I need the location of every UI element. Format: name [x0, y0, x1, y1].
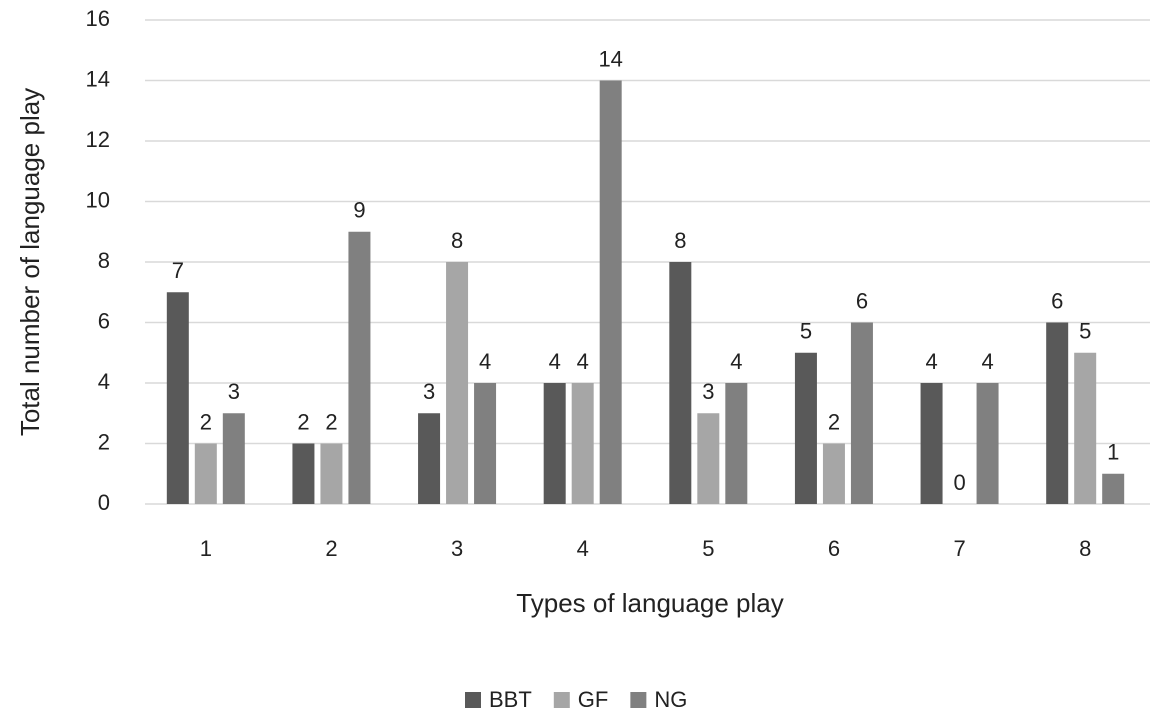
data-label: 3	[702, 379, 714, 404]
y-tick-label: 14	[86, 66, 110, 91]
data-label: 4	[577, 349, 589, 374]
bar	[822, 443, 845, 504]
data-label: 0	[953, 470, 965, 495]
data-label: 3	[423, 379, 435, 404]
y-axis-title: Total number of language play	[15, 88, 45, 436]
x-tick-label: 8	[1079, 536, 1091, 561]
bar	[697, 413, 720, 504]
x-axis-title: Types of language play	[516, 588, 783, 618]
x-tick-label: 5	[702, 536, 714, 561]
data-label: 5	[1079, 319, 1091, 344]
data-label: 4	[981, 349, 993, 374]
x-tick-label: 7	[953, 536, 965, 561]
data-label: 6	[856, 288, 868, 313]
data-label: 2	[200, 409, 212, 434]
data-label: 3	[228, 379, 240, 404]
bar	[222, 413, 245, 504]
bar	[571, 383, 594, 504]
data-label: 6	[1051, 288, 1063, 313]
data-label: 7	[172, 258, 184, 283]
legend-label: BBT	[489, 687, 532, 712]
bar	[920, 383, 943, 504]
data-label: 14	[598, 46, 622, 71]
bar	[418, 413, 441, 504]
x-tick-label: 2	[325, 536, 337, 561]
bar	[292, 443, 315, 504]
bar	[794, 352, 817, 504]
bar	[599, 80, 622, 504]
data-label: 4	[549, 349, 561, 374]
x-tick-label: 4	[577, 536, 589, 561]
bar	[1046, 322, 1069, 504]
data-label: 4	[925, 349, 937, 374]
bar	[669, 262, 692, 504]
data-label: 4	[479, 349, 491, 374]
data-label: 2	[325, 409, 337, 434]
bar	[850, 322, 873, 504]
y-tick-label: 8	[98, 248, 110, 273]
x-tick-label: 6	[828, 536, 840, 561]
data-label: 2	[828, 409, 840, 434]
y-tick-label: 0	[98, 490, 110, 515]
legend-swatch	[630, 692, 647, 708]
y-tick-label: 6	[98, 308, 110, 333]
legend-label: GF	[578, 687, 609, 712]
data-label: 2	[297, 409, 309, 434]
bar	[976, 383, 999, 504]
legend-swatch	[553, 692, 570, 708]
legend-label: NG	[654, 687, 687, 712]
data-label: 5	[800, 319, 812, 344]
data-label: 8	[674, 228, 686, 253]
data-label: 8	[451, 228, 463, 253]
data-label: 9	[353, 198, 365, 223]
y-tick-label: 2	[98, 429, 110, 454]
bar	[320, 443, 343, 504]
bar	[348, 231, 371, 504]
bar	[446, 262, 469, 504]
y-tick-label: 4	[98, 369, 110, 394]
y-tick-label: 16	[86, 6, 110, 31]
bar	[543, 383, 566, 504]
bar	[725, 383, 748, 504]
data-label: 1	[1107, 440, 1119, 465]
legend-swatch	[465, 692, 481, 708]
bar	[194, 443, 217, 504]
y-tick-label: 10	[86, 187, 110, 212]
bar	[166, 292, 189, 504]
y-tick-label: 12	[86, 127, 110, 152]
bar	[474, 383, 497, 504]
bar	[1074, 352, 1097, 504]
data-label: 4	[730, 349, 742, 374]
bar	[1102, 473, 1125, 504]
x-tick-label: 3	[451, 536, 463, 561]
x-tick-label: 1	[200, 536, 212, 561]
